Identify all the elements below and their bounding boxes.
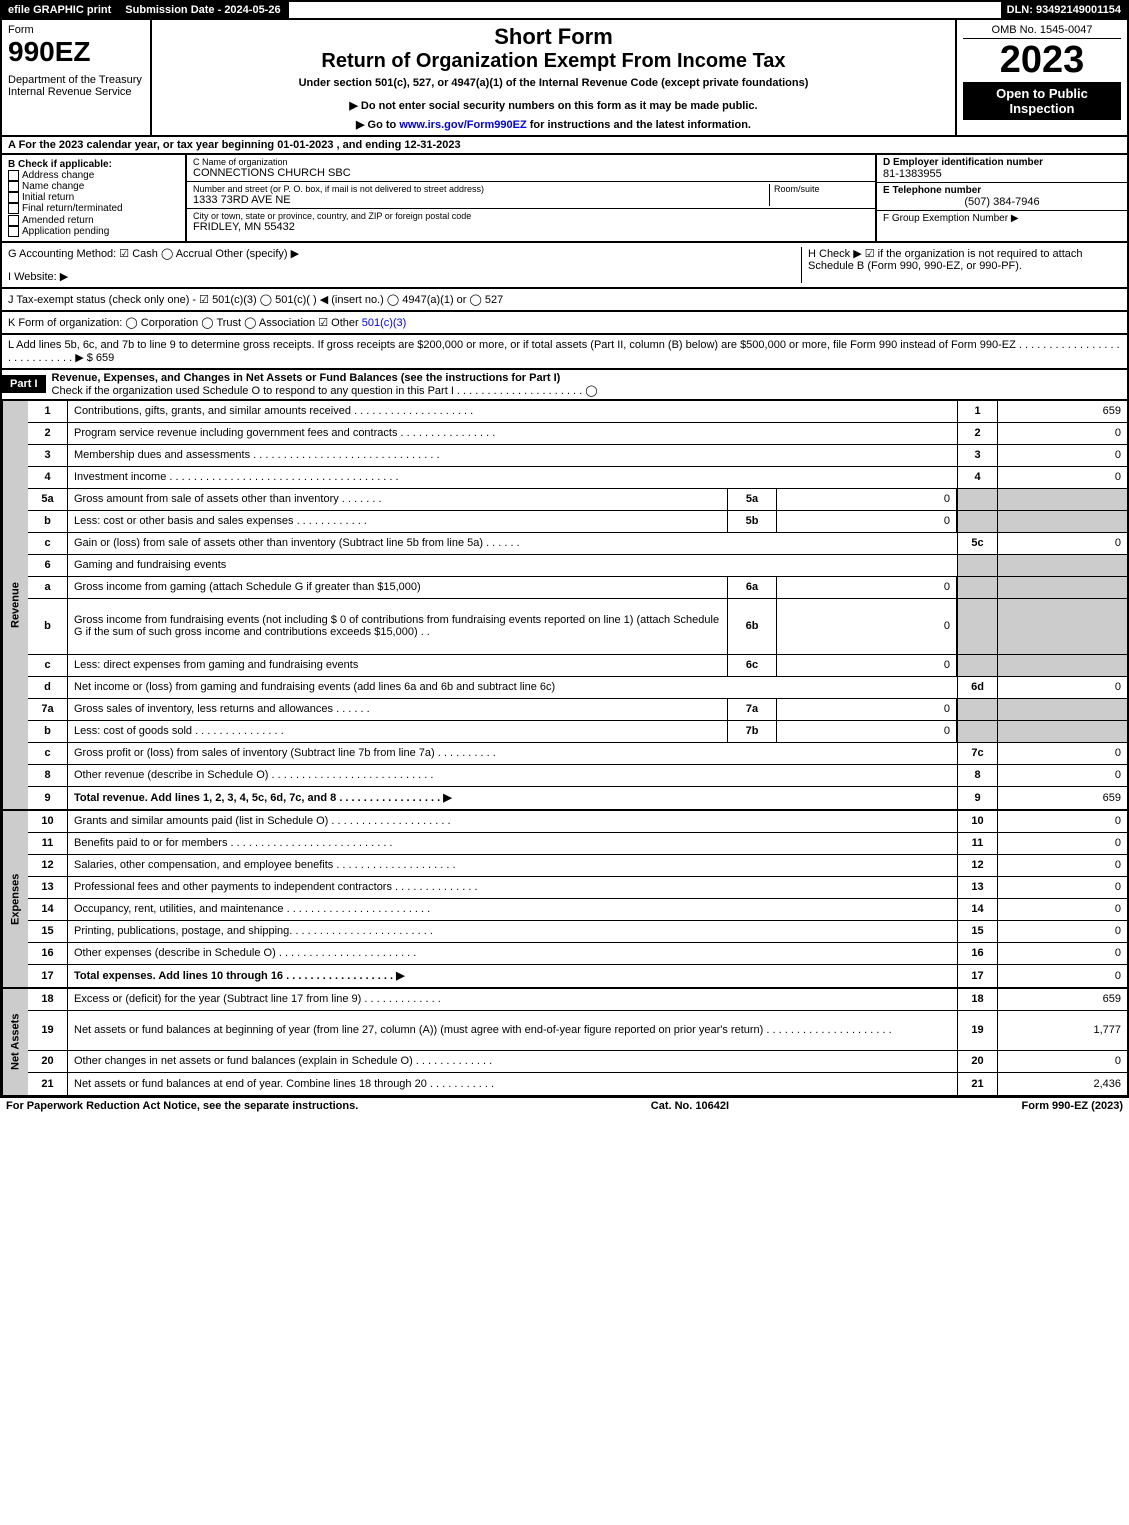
revenue-side-label: Revenue	[2, 401, 28, 809]
street-address: 1333 73RD AVE NE	[193, 194, 769, 206]
part1-header: Part I Revenue, Expenses, and Changes in…	[0, 370, 1129, 401]
dept-label: Department of the Treasury	[8, 74, 144, 86]
street-label: Number and street (or P. O. box, if mail…	[193, 184, 769, 194]
accounting-method: G Accounting Method: ☑ Cash ◯ Accrual Ot…	[8, 247, 801, 260]
ein-label: D Employer identification number	[883, 157, 1121, 168]
part1-check: Check if the organization used Schedule …	[52, 385, 598, 397]
section-b: B Check if applicable: Address change Na…	[2, 155, 187, 241]
submission-date: Submission Date - 2024-05-26	[119, 2, 288, 18]
omb-number: OMB No. 1545-0047	[963, 24, 1121, 39]
short-form-title: Short Form	[158, 24, 949, 50]
top-bar: efile GRAPHIC print Submission Date - 20…	[0, 0, 1129, 20]
goto-link[interactable]: ▶ Go to www.irs.gov/Form990EZ for instru…	[158, 118, 949, 131]
netassets-table: Net Assets 18Excess or (deficit) for the…	[0, 989, 1129, 1097]
expenses-table: Expenses 10Grants and similar amounts pa…	[0, 811, 1129, 989]
paperwork-notice: For Paperwork Reduction Act Notice, see …	[6, 1100, 358, 1112]
dln-label: DLN: 93492149001154	[1001, 2, 1127, 18]
check-application-pending[interactable]: Application pending	[8, 226, 179, 237]
catalog-number: Cat. No. 10642I	[651, 1100, 729, 1112]
section-c: C Name of organization CONNECTIONS CHURC…	[187, 155, 877, 241]
org-name: CONNECTIONS CHURCH SBC	[193, 167, 869, 179]
check-amended-return[interactable]: Amended return	[8, 215, 179, 226]
org-type-link[interactable]: 501(c)(3)	[362, 317, 407, 329]
open-public-badge: Open to Public Inspection	[963, 82, 1121, 120]
efile-label[interactable]: efile GRAPHIC print	[2, 2, 119, 18]
revenue-table: Revenue 1Contributions, gifts, grants, a…	[0, 401, 1129, 811]
check-address-change[interactable]: Address change	[8, 170, 179, 181]
under-section: Under section 501(c), 527, or 4947(a)(1)…	[158, 77, 949, 89]
netassets-side-label: Net Assets	[2, 989, 28, 1095]
section-a: A For the 2023 calendar year, or tax yea…	[0, 137, 1129, 155]
group-exemption-label: F Group Exemption Number ▶	[883, 213, 1121, 224]
form-label: Form	[8, 24, 144, 36]
org-name-label: C Name of organization	[193, 157, 869, 167]
return-title: Return of Organization Exempt From Incom…	[158, 50, 949, 73]
tax-year: 2023	[963, 39, 1121, 82]
form-version: Form 990-EZ (2023)	[1022, 1100, 1123, 1112]
phone-label: E Telephone number	[883, 185, 1121, 196]
section-ghi: G Accounting Method: ☑ Cash ◯ Accrual Ot…	[0, 243, 1129, 289]
section-j: J Tax-exempt status (check only one) - ☑…	[0, 289, 1129, 312]
no-ssn-notice: ▶ Do not enter social security numbers o…	[158, 99, 949, 112]
section-k: K Form of organization: ◯ Corporation ◯ …	[0, 312, 1129, 335]
section-bcdef: B Check if applicable: Address change Na…	[0, 155, 1129, 243]
check-name-change[interactable]: Name change	[8, 181, 179, 192]
page-footer: For Paperwork Reduction Act Notice, see …	[0, 1097, 1129, 1114]
expenses-side-label: Expenses	[2, 811, 28, 987]
website-field: I Website: ▶	[8, 270, 801, 283]
section-b-title: B Check if applicable:	[8, 159, 179, 170]
form-number: 990EZ	[8, 36, 144, 68]
section-def: D Employer identification number 81-1383…	[877, 155, 1127, 241]
part1-label: Part I	[2, 375, 46, 393]
irs-url[interactable]: www.irs.gov/Form990EZ	[399, 119, 526, 131]
part1-title: Revenue, Expenses, and Changes in Net As…	[52, 372, 561, 384]
city-label: City or town, state or province, country…	[193, 211, 869, 221]
section-h: H Check ▶ ☑ if the organization is not r…	[801, 247, 1121, 283]
phone-value: (507) 384-7946	[883, 196, 1121, 208]
check-initial-return[interactable]: Initial return	[8, 192, 179, 203]
form-header: Form 990EZ Department of the Treasury In…	[0, 20, 1129, 137]
irs-label: Internal Revenue Service	[8, 86, 144, 98]
section-l: L Add lines 5b, 6c, and 7b to line 9 to …	[0, 335, 1129, 370]
ein-value: 81-1383955	[883, 168, 1121, 180]
check-final-return[interactable]: Final return/terminated	[8, 203, 179, 214]
room-suite-label: Room/suite	[769, 184, 869, 206]
city-state-zip: FRIDLEY, MN 55432	[193, 221, 869, 233]
